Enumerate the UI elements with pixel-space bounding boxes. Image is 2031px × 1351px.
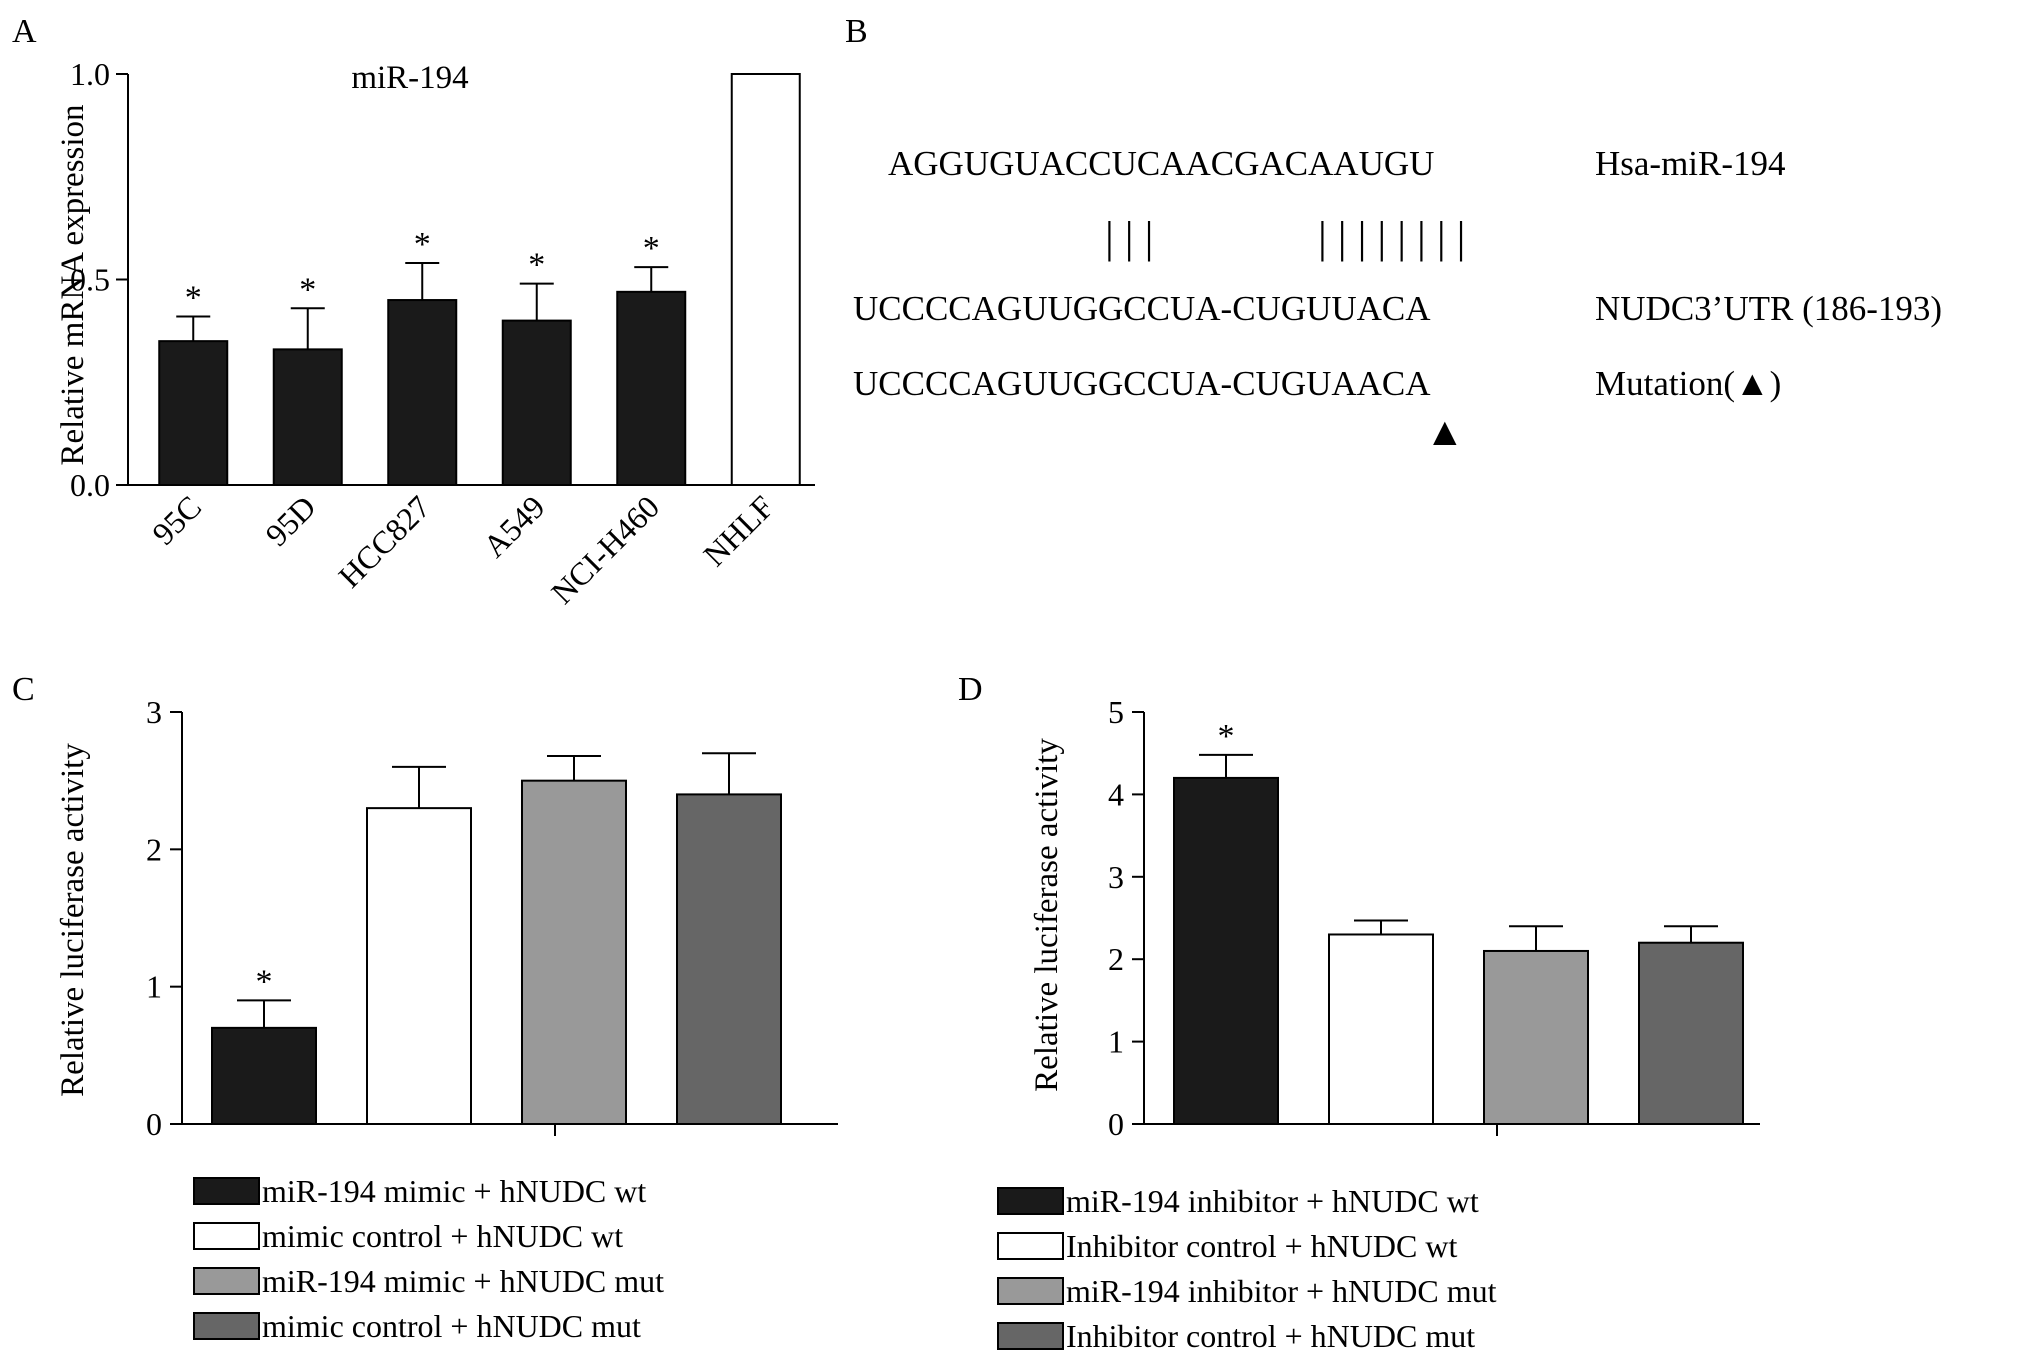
y-tick-label: 3 bbox=[1108, 859, 1124, 895]
base-pair-lines-2: | | | | | | | | bbox=[1318, 213, 1465, 262]
legend-label: miR-194 inhibitor + hNUDC wt bbox=[1066, 1183, 1479, 1219]
chart-a-ylabel: Relative mRNA expression bbox=[55, 104, 91, 465]
bar bbox=[158, 340, 229, 486]
significance-star: * bbox=[528, 247, 545, 284]
y-tick-label: 2 bbox=[146, 831, 162, 867]
bar bbox=[676, 793, 782, 1126]
utr-sequence: UCCCCAGUUGGCCUA-CUGUUACA bbox=[853, 289, 1431, 328]
legend-swatch bbox=[997, 1232, 1064, 1260]
y-tick-label: 0 bbox=[1108, 1106, 1124, 1142]
legend-swatch bbox=[997, 1277, 1064, 1305]
legend-swatch bbox=[193, 1222, 260, 1250]
y-tick-label: 0.0 bbox=[70, 467, 110, 503]
legend-swatch bbox=[997, 1322, 1064, 1350]
bar bbox=[521, 779, 627, 1126]
y-tick-label: 5 bbox=[1108, 694, 1124, 730]
mutation-label: Mutation(▲) bbox=[1595, 364, 1781, 403]
mutation-sequence: UCCCCAGUUGGCCUA-CUGUAACA bbox=[853, 364, 1431, 403]
bar bbox=[387, 299, 458, 486]
bar bbox=[272, 348, 343, 486]
mirna-label: Hsa-miR-194 bbox=[1595, 144, 1786, 183]
base-pair-lines-1: | | | bbox=[1105, 213, 1153, 262]
x-tick-label: NCI-H460 bbox=[544, 488, 666, 610]
chart-c: Relative luciferase activity 0 1 2 3 * miR-19… bbox=[55, 694, 838, 1344]
x-tick-label: A549 bbox=[476, 488, 552, 564]
x-tick-label: NHLF bbox=[696, 488, 781, 573]
panel-label-c: C bbox=[12, 671, 35, 708]
legend-swatch bbox=[193, 1312, 260, 1340]
panel-label-b: B bbox=[845, 13, 868, 50]
y-tick-label: 2 bbox=[1108, 941, 1124, 977]
sequence-alignment: AGGUGUACCUCAACGACAAUGU Hsa-miR-194 | | |… bbox=[853, 144, 1942, 454]
x-tick-label: 95C bbox=[145, 488, 208, 551]
legend-label: mimic control + hNUDC mut bbox=[262, 1308, 641, 1344]
legend-label: miR-194 inhibitor + hNUDC mut bbox=[1066, 1273, 1497, 1309]
chart-c-ylabel: Relative luciferase activity bbox=[55, 743, 91, 1097]
y-tick-label: 4 bbox=[1108, 776, 1124, 812]
y-tick-label: 0.5 bbox=[70, 262, 110, 298]
y-tick-label: 1 bbox=[146, 969, 162, 1005]
bar bbox=[501, 319, 572, 486]
mirna-sequence: AGGUGUACCUCAACGACAAUGU bbox=[888, 144, 1434, 183]
chart-a: miR-194 Relative mRNA expression 0.0 0.5 1… bbox=[55, 56, 815, 611]
significance-star: * bbox=[414, 226, 431, 263]
legend-swatch bbox=[997, 1187, 1064, 1215]
chart-a-title: miR-194 bbox=[351, 60, 468, 96]
legend-label: miR-194 mimic + hNUDC mut bbox=[262, 1263, 664, 1299]
legend-swatch bbox=[193, 1177, 260, 1205]
utr-label: NUDC3’UTR (186-193) bbox=[1595, 289, 1942, 328]
mutation-marker-icon: ▲ bbox=[1425, 409, 1465, 454]
bar bbox=[1483, 949, 1589, 1126]
significance-star: * bbox=[1218, 718, 1235, 755]
bar bbox=[366, 807, 472, 1126]
bar bbox=[1638, 941, 1744, 1125]
y-tick-label: 3 bbox=[146, 694, 162, 730]
y-tick-label: 1 bbox=[1108, 1024, 1124, 1060]
x-tick-label: 95D bbox=[258, 488, 322, 552]
significance-star: * bbox=[185, 279, 202, 316]
legend-label: Inhibitor control + hNUDC mut bbox=[1066, 1318, 1475, 1351]
significance-star: * bbox=[299, 271, 316, 308]
y-tick-label: 0 bbox=[146, 1106, 162, 1142]
significance-star: * bbox=[256, 963, 273, 1000]
significance-star: * bbox=[643, 230, 660, 267]
legend-swatch bbox=[193, 1267, 260, 1295]
legend-label: Inhibitor control + hNUDC wt bbox=[1066, 1228, 1457, 1264]
chart-d-ylabel: Relative luciferase activity bbox=[1029, 738, 1065, 1092]
bar bbox=[730, 73, 801, 486]
bar bbox=[1173, 776, 1279, 1125]
legend-label: mimic control + hNUDC wt bbox=[262, 1218, 623, 1254]
y-tick-label: 1.0 bbox=[70, 56, 110, 92]
x-tick-label: HCC827 bbox=[331, 488, 437, 594]
panel-label-a: A bbox=[12, 13, 37, 50]
bar bbox=[616, 290, 687, 486]
panel-label-d: D bbox=[958, 671, 983, 708]
bar bbox=[1328, 933, 1434, 1125]
legend-label: miR-194 mimic + hNUDC wt bbox=[262, 1173, 646, 1209]
bar bbox=[211, 1026, 317, 1126]
chart-d: Relative luciferase activity 0 1 2 3 4 5 * miR-… bbox=[997, 694, 1760, 1351]
